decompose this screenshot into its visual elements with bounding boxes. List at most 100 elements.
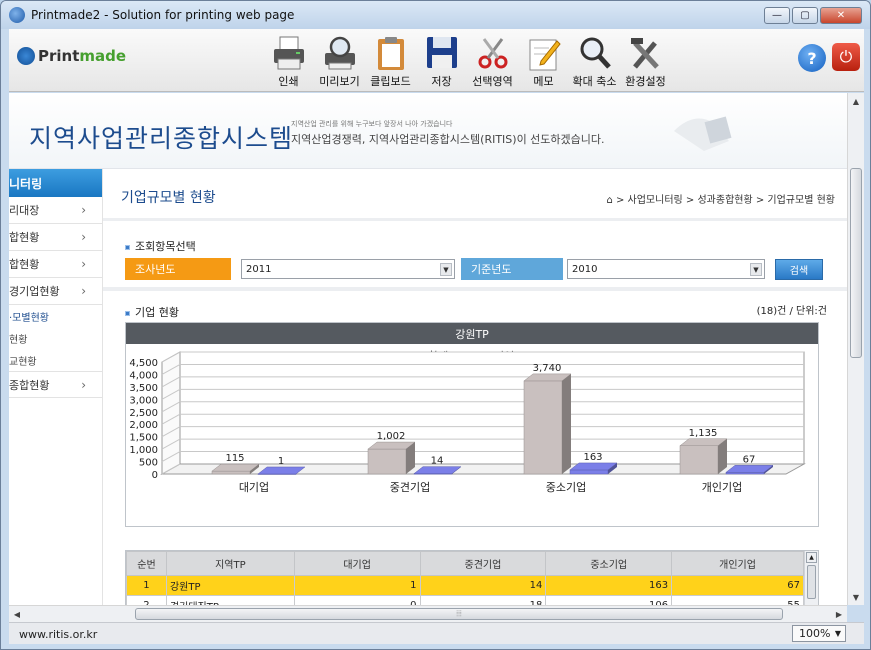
dropdown-arrow-icon: ▼ (750, 263, 762, 276)
status-bar: www.ritis.or.kr 100% ▼ (9, 622, 864, 644)
bar-side (250, 464, 259, 474)
close-button[interactable]: ✕ (820, 7, 862, 24)
survey-year-select[interactable]: 2011 ▼ (241, 259, 455, 279)
sidebar-header: 니터링 (9, 169, 102, 197)
help-button[interactable]: ? (798, 44, 826, 72)
column-header[interactable]: 중견기업 (419, 551, 547, 576)
vertical-scroll-thumb[interactable] (850, 168, 862, 358)
grid-scrollbar[interactable]: ▲ (804, 551, 818, 605)
column-header[interactable]: 순번 (126, 551, 167, 576)
gridline-side (161, 438, 181, 450)
maximize-button[interactable]: ▢ (792, 7, 818, 24)
table-cell: 106 (545, 595, 673, 605)
base-year-select[interactable]: 2010 ▼ (567, 259, 765, 279)
scroll-left-icon[interactable]: ◀ (13, 609, 21, 619)
chevron-right-icon: › (81, 257, 86, 271)
table-row[interactable]: 2경기대진TP01810655 (126, 595, 804, 605)
sidebar-item-4[interactable]: 경기업현황 › (9, 278, 102, 305)
minimize-button[interactable]: — (764, 7, 790, 24)
banner-subtitle: 지역산업경쟁력, 지역사업관리종합시스템(RITIS)이 선도하겠습니다. (291, 133, 605, 146)
table-cell: 2 (126, 595, 167, 605)
sidebar-item-1[interactable]: 리대장 › (9, 197, 102, 224)
memo-button[interactable]: 메모 (518, 33, 569, 89)
horizontal-scroll-thumb[interactable]: ⦙⦙⦙ (135, 608, 783, 620)
page-title: 기업규모별 현황 (121, 190, 216, 206)
preview-button[interactable]: 미리보기 (314, 33, 365, 89)
app-icon (9, 7, 25, 23)
table-cell: 1 (126, 575, 167, 596)
y-tick-label: 3,000 (129, 395, 158, 406)
y-tick-label: 1,500 (129, 433, 158, 444)
bar (367, 448, 407, 475)
gridline-side (161, 388, 181, 400)
gridline-side (161, 376, 181, 388)
preview-icon (314, 33, 365, 73)
sidebar-item-3[interactable]: 합현황 › (9, 251, 102, 278)
column-header[interactable]: 대기업 (293, 551, 421, 576)
column-header[interactable]: 중소기업 (545, 551, 673, 576)
gridline-side (161, 364, 181, 375)
horizontal-scrollbar[interactable]: ◀ ⦙⦙⦙ ▶ (9, 605, 847, 622)
y-tick-label: 2,000 (129, 420, 158, 431)
title-bar: Printmade2 - Solution for printing web p… (1, 1, 870, 29)
breadcrumb: ⌂ > 사업모니터링 > 성과종합현황 > 기업규모별 현황 (606, 195, 835, 206)
table-cell: 67 (671, 575, 804, 596)
column-header[interactable]: 개인기업 (671, 551, 804, 576)
main-content: 기업규모별 현황 ⌂ > 사업모니터링 > 성과종합현황 > 기업규모별 현황 … (103, 169, 847, 605)
sidebar-subitem-1[interactable]: ·모별현황 (9, 312, 49, 324)
banner-slogan: 지역산업 관리를 위해 누구보다 앞장서 나아 가겠습니다 (291, 120, 453, 128)
print-button[interactable]: 인쇄 (263, 33, 314, 89)
save-button[interactable]: 저장 (416, 33, 467, 89)
power-button[interactable]: ⏻ (832, 43, 860, 71)
bar-side (718, 438, 727, 474)
bar-side (562, 373, 571, 474)
divider (103, 287, 847, 291)
table-row[interactable]: 1 강원TP 1 14 163 67 (126, 575, 804, 596)
x-tick-label: 중소기업 (546, 481, 586, 494)
table-cell: 강원TP (165, 575, 295, 596)
select-area-button[interactable]: 선택영역 (467, 33, 518, 89)
zoom-select[interactable]: 100% ▼ (792, 625, 846, 642)
sidebar-subitem-2[interactable]: 현황 (9, 334, 28, 346)
condition-title: 조회항목선택 (125, 238, 196, 254)
chevron-right-icon: › (81, 284, 86, 298)
page-header: 기업규모별 현황 ⌂ > 사업모니터링 > 성과종합현황 > 기업규모별 현황 (103, 169, 847, 221)
banner-graphic (674, 116, 732, 151)
settings-button[interactable]: 환경설정 (620, 33, 671, 89)
bar-top (413, 466, 462, 474)
grid-scroll-thumb[interactable] (807, 565, 816, 599)
y-tick-label: 2,500 (129, 408, 158, 419)
y-tick-label: 4,000 (129, 370, 158, 381)
logo-icon (17, 47, 35, 65)
gridline-side (161, 463, 181, 475)
search-button[interactable]: 검색 (775, 259, 823, 280)
clipboard-icon (365, 33, 416, 73)
status-title: 기업 현황 (125, 304, 179, 320)
status-url: www.ritis.or.kr (19, 628, 98, 641)
sidebar-item-5[interactable]: 종합현황 › (9, 371, 102, 398)
bar (725, 472, 765, 475)
clipboard-button[interactable]: 클립보드 (365, 33, 416, 89)
bar (523, 380, 563, 475)
scroll-up-icon[interactable]: ▲ (806, 552, 817, 563)
sidebar-item-2[interactable]: 합현황 › (9, 224, 102, 251)
chevron-right-icon: › (81, 203, 86, 217)
scroll-down-icon[interactable]: ▼ (852, 592, 860, 602)
x-tick-label: 중견기업 (390, 481, 430, 494)
y-tick-label: 1,000 (129, 445, 158, 456)
scroll-right-icon[interactable]: ▶ (835, 609, 843, 619)
base-year-label: 기준년도 (461, 258, 563, 280)
bar (211, 470, 251, 475)
column-header[interactable]: 지역TP (165, 551, 295, 576)
bar-top (257, 466, 306, 475)
vertical-scrollbar[interactable]: ▲ ▼ (847, 93, 864, 605)
sidebar-subitem-3[interactable]: 교현황 (9, 356, 37, 368)
zoom-button[interactable]: 확대 축소 (569, 33, 620, 89)
bar-top (679, 438, 728, 447)
bar-side (452, 466, 461, 474)
table-cell: 14 (419, 575, 547, 596)
save-icon (416, 33, 467, 73)
scroll-up-icon[interactable]: ▲ (852, 96, 860, 106)
